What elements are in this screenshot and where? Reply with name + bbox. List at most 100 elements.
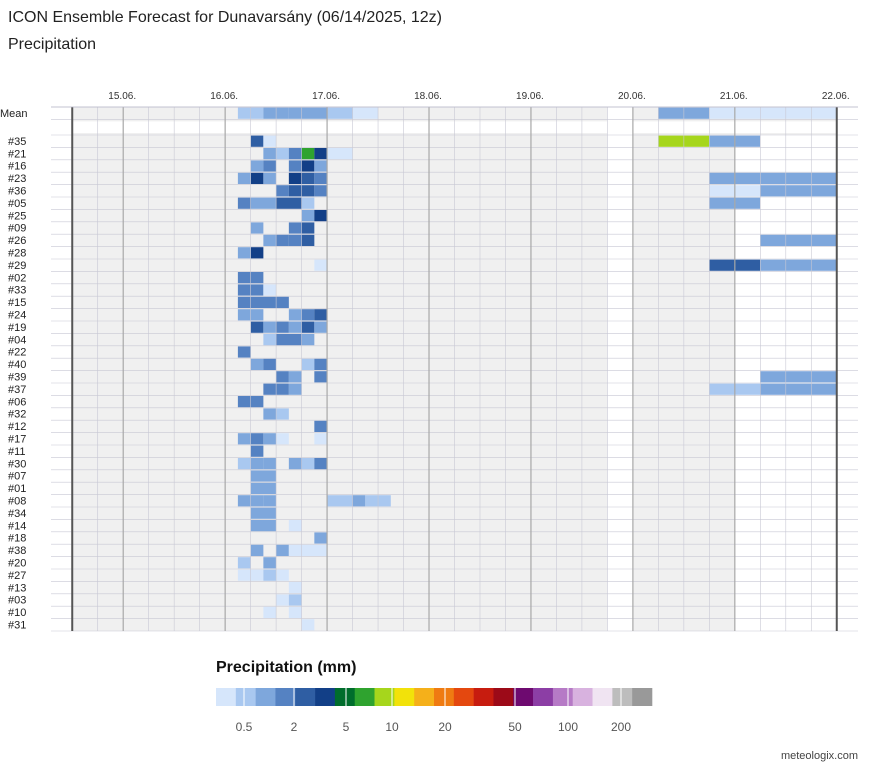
precip-cell <box>250 135 264 147</box>
precip-cell <box>301 172 315 184</box>
row-label: #10 <box>8 607 26 619</box>
precip-cell <box>288 234 302 246</box>
precip-cell <box>288 383 302 395</box>
precip-cell <box>263 172 277 184</box>
precip-cell <box>263 284 277 296</box>
precip-cell <box>327 495 353 507</box>
precip-cell <box>288 222 302 234</box>
x-tick-label: 20.06. <box>618 91 646 102</box>
row-label: #32 <box>8 409 26 421</box>
precip-cell <box>314 185 328 197</box>
precip-cell <box>288 371 302 383</box>
precip-cell <box>709 107 786 119</box>
precip-cell <box>288 606 302 618</box>
row-label: #14 <box>8 520 26 532</box>
legend-swatch <box>473 688 494 706</box>
precip-cell <box>327 107 353 119</box>
precip-cell <box>352 107 379 119</box>
precip-cell <box>250 495 264 507</box>
precip-cell <box>276 408 289 420</box>
x-tick-label: 21.06. <box>720 91 748 102</box>
precip-cell <box>288 148 302 160</box>
precip-cell <box>314 321 328 333</box>
no-data-band <box>607 107 633 631</box>
precip-cell <box>760 383 837 395</box>
row-label: #23 <box>8 173 26 185</box>
precip-cell <box>263 495 277 507</box>
precip-cell <box>250 544 264 556</box>
row-label: #05 <box>8 198 26 210</box>
precip-cell <box>237 346 251 358</box>
precip-cell <box>250 470 277 482</box>
precip-cell <box>237 172 251 184</box>
row-label: #06 <box>8 396 26 408</box>
row-label: #36 <box>8 186 26 198</box>
precip-cell <box>288 309 302 321</box>
precip-cell <box>760 234 837 246</box>
precip-cell <box>263 135 277 147</box>
precip-cell <box>276 544 289 556</box>
precip-cell <box>237 247 251 259</box>
x-tick-label: 17.06. <box>312 91 340 102</box>
precip-cell <box>237 309 251 321</box>
precip-cell <box>301 160 315 172</box>
precip-cell <box>301 185 315 197</box>
precip-cell <box>263 569 277 581</box>
precip-cell <box>288 582 302 594</box>
precip-cell <box>314 210 328 222</box>
precip-cell <box>314 458 328 470</box>
legend-swatch <box>235 688 256 706</box>
precip-cell <box>314 420 328 432</box>
precip-cell <box>237 569 251 581</box>
legend-swatch <box>374 688 395 706</box>
row-label: #21 <box>8 148 26 160</box>
precip-cell <box>288 520 302 532</box>
precip-cell <box>314 148 328 160</box>
precip-cell <box>760 185 837 197</box>
legend-swatch <box>295 688 316 706</box>
legend-tick-label: 20 <box>438 720 452 734</box>
precip-cell <box>276 197 302 209</box>
precip-cell <box>760 371 837 383</box>
legend-swatch <box>334 688 356 706</box>
row-label: #03 <box>8 595 26 607</box>
precip-cell <box>288 594 302 606</box>
row-label: #08 <box>8 496 26 508</box>
precip-cell <box>301 458 315 470</box>
row-label: #16 <box>8 161 26 173</box>
precip-cell <box>250 507 277 519</box>
precip-cell <box>263 606 277 618</box>
precip-cell <box>250 520 277 532</box>
precip-cell <box>250 458 264 470</box>
precip-cell <box>314 309 328 321</box>
row-label: #30 <box>8 458 26 470</box>
precip-cell <box>314 371 328 383</box>
legend-swatch <box>275 688 296 706</box>
precip-cell <box>352 495 366 507</box>
legend-swatch <box>493 688 514 706</box>
row-label: #18 <box>8 533 26 545</box>
precip-cell <box>327 148 353 160</box>
precip-cell <box>301 334 315 346</box>
precip-cell <box>301 210 315 222</box>
legend-tick-label: 10 <box>385 720 399 734</box>
precip-cell <box>276 148 289 160</box>
precip-cell <box>237 557 251 569</box>
legend-swatch <box>434 688 455 706</box>
precip-cell <box>250 284 264 296</box>
row-label: #01 <box>8 483 26 495</box>
x-axis-labels: 15.06. 16.06. 17.06. 18.06. 19.06. 20.06. 21.0… <box>108 91 849 102</box>
precip-cell <box>263 148 277 160</box>
precip-cell <box>237 197 251 209</box>
precip-cell <box>263 321 277 333</box>
legend-tick-label: 2 <box>291 720 298 734</box>
precip-cell <box>237 495 251 507</box>
precip-cell <box>263 160 277 172</box>
legend-swatch <box>533 688 554 706</box>
precip-cell <box>250 309 264 321</box>
precip-cell <box>301 309 315 321</box>
precip-cell <box>301 619 315 631</box>
precip-cell <box>314 358 328 370</box>
precip-cell <box>263 433 277 445</box>
